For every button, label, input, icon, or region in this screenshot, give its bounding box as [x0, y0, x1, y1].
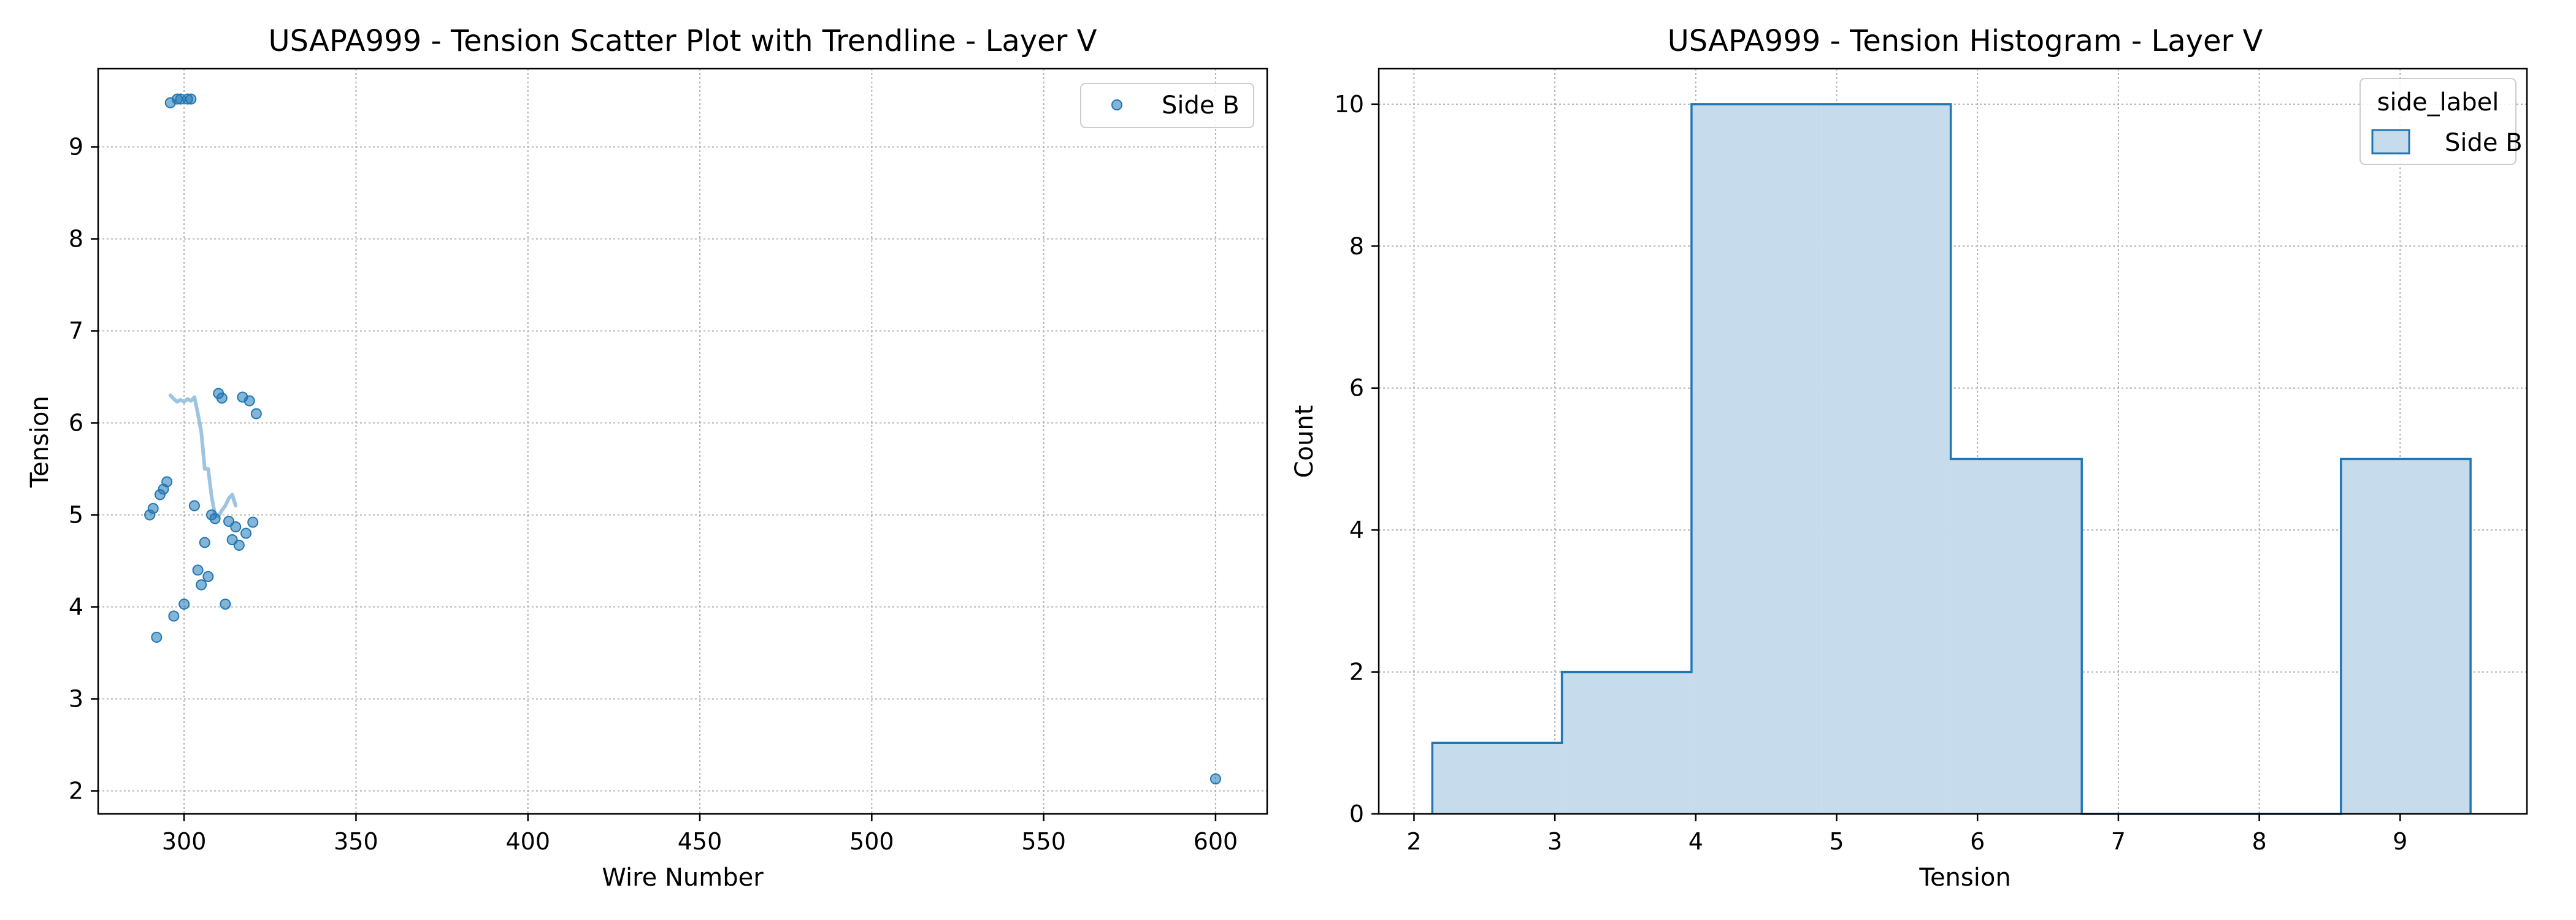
scatter-point — [185, 93, 197, 105]
scatter-legend-marker — [1111, 99, 1122, 110]
scatter-y-tick-label: 4 — [69, 594, 83, 621]
scatter-y-tick-label: 3 — [69, 686, 83, 713]
histogram-x-tick-label: 5 — [1829, 828, 1844, 855]
scatter-y-tick-label: 9 — [69, 134, 83, 161]
histogram-bar — [1691, 104, 1822, 814]
scatter-x-tick-label: 600 — [1194, 828, 1238, 855]
histogram-x-ticks: 2 3 4 5 6 7 8 9 — [1406, 814, 2407, 855]
scatter-point — [1209, 773, 1221, 784]
scatter-x-axis-label: Wire Number — [602, 864, 764, 892]
histogram-bars — [1431, 103, 2472, 815]
histogram-x-tick-label: 3 — [1547, 828, 1562, 855]
scatter-point — [147, 503, 159, 514]
scatter-x-tick-label: 550 — [1021, 828, 1066, 855]
scatter-point — [196, 579, 207, 591]
histogram-bar — [1562, 672, 1692, 814]
histogram-x-tick-label: 7 — [2111, 828, 2126, 855]
scatter-point — [168, 610, 180, 622]
scatter-y-tick-label: 7 — [69, 318, 83, 345]
scatter-legend: Side B — [1080, 83, 1254, 128]
scatter-x-tick-label: 450 — [678, 828, 723, 855]
histogram-y-tick-label: 8 — [1349, 232, 1364, 259]
scatter-point — [178, 599, 190, 610]
histogram-y-tick-label: 4 — [1349, 516, 1364, 543]
histogram-y-tick-label: 10 — [1335, 91, 1364, 118]
scatter-y-ticks: 2 3 4 5 6 7 8 9 — [69, 134, 98, 805]
histogram-plot-frame — [1378, 67, 2528, 815]
scatter-point — [250, 408, 262, 420]
scatter-trendline-path — [168, 393, 238, 519]
histogram-bar — [1950, 459, 2082, 814]
histogram-y-axis-label: Count — [1290, 405, 1319, 478]
scatter-points — [144, 93, 1221, 784]
histogram-x-tick-label: 9 — [2393, 828, 2407, 855]
scatter-x-tick-label: 300 — [162, 828, 207, 855]
scatter-point — [188, 500, 200, 512]
histogram-y-ticks: 0 2 4 6 8 10 — [1335, 91, 1379, 827]
scatter-point — [230, 521, 242, 532]
histogram-legend-swatch — [2371, 129, 2410, 155]
scatter-legend-label: Side B — [1162, 91, 1240, 120]
scatter-point — [247, 516, 259, 528]
histogram-x-tick-label: 4 — [1689, 828, 1703, 855]
histogram-y-tick-label: 0 — [1349, 800, 1364, 827]
scatter-panel: USAPA999 - Tension Scatter Plot with Tre… — [26, 24, 1268, 892]
scatter-point — [151, 632, 163, 643]
histogram-x-tick-label: 6 — [1970, 828, 1985, 855]
scatter-point — [199, 537, 210, 548]
histogram-y-tick-label: 2 — [1349, 659, 1364, 686]
scatter-point — [240, 527, 252, 539]
histogram-bar — [1432, 743, 1562, 814]
scatter-point — [202, 571, 214, 582]
scatter-y-tick-label: 6 — [69, 410, 83, 437]
scatter-point — [243, 395, 255, 407]
histogram-x-axis-label: Tension — [1919, 864, 2011, 892]
scatter-x-ticks: 300 350 400 450 500 550 600 — [162, 814, 1238, 855]
histogram-title: USAPA999 - Tension Histogram - Layer V — [1668, 24, 2263, 58]
scatter-trendline — [168, 393, 238, 519]
histogram-legend-label: Side B — [2445, 129, 2523, 157]
scatter-point — [216, 393, 228, 404]
histogram-bar — [1821, 104, 1951, 814]
histogram-y-tick-label: 6 — [1349, 375, 1364, 402]
scatter-title: USAPA999 - Tension Scatter Plot with Tre… — [268, 24, 1097, 58]
scatter-point — [209, 513, 221, 524]
scatter-y-tick-label: 2 — [69, 778, 83, 805]
scatter-point — [192, 564, 204, 576]
histogram-step-outline — [1431, 103, 2472, 815]
histogram-bar — [2340, 459, 2471, 814]
scatter-x-tick-label: 400 — [505, 828, 550, 855]
scatter-point — [161, 476, 173, 488]
histogram-x-tick-label: 2 — [1406, 828, 1421, 855]
scatter-y-axis-label: Tension — [26, 396, 54, 488]
histogram-legend: side_label Side B — [2359, 78, 2523, 165]
scatter-point — [233, 540, 245, 551]
scatter-plot-frame — [97, 67, 1268, 815]
scatter-grid — [98, 69, 1267, 814]
histogram-x-tick-label: 8 — [2252, 828, 2266, 855]
scatter-x-tick-label: 350 — [334, 828, 378, 855]
histogram-legend-title: side_label — [2377, 88, 2499, 117]
scatter-x-tick-label: 500 — [849, 828, 894, 855]
scatter-y-tick-label: 8 — [69, 226, 83, 253]
scatter-legend-box — [1080, 83, 1254, 128]
scatter-point — [220, 599, 231, 610]
histogram-panel: USAPA999 - Tension Histogram - Layer V 2… — [1290, 24, 2528, 892]
scatter-y-tick-label: 5 — [69, 502, 83, 529]
